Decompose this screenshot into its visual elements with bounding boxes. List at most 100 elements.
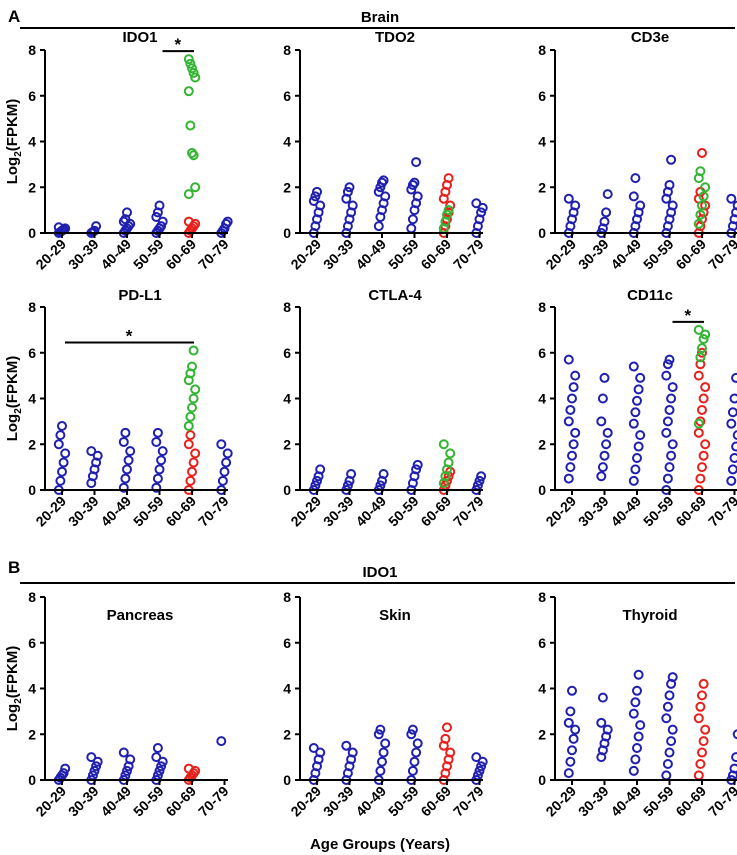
data-point: [92, 450, 103, 461]
significance-label: *: [126, 326, 133, 345]
data-point: [664, 179, 675, 190]
data-point: [347, 747, 358, 758]
y-tick-label: 0: [283, 482, 291, 498]
data-point: [726, 475, 737, 486]
data-point: [630, 407, 641, 418]
y-tick-label: 6: [538, 88, 546, 104]
x-tick-label: 70-79: [195, 783, 232, 820]
x-tick-label: 30-39: [320, 783, 357, 820]
data-point: [633, 669, 644, 680]
y-tick-label: 2: [28, 726, 36, 742]
x-tick-label: 30-39: [65, 783, 102, 820]
data-point: [216, 736, 227, 747]
data-point: [187, 63, 197, 74]
y-tick-label: 4: [538, 134, 546, 150]
x-tick-label: 40-49: [607, 493, 644, 530]
data-point: [661, 770, 672, 781]
data-point: [440, 733, 451, 744]
panel-title: Thyroid: [623, 607, 678, 624]
x-axis-label: Age Groups (Years): [310, 836, 450, 853]
data-point: [477, 756, 488, 767]
data-point: [474, 475, 485, 486]
x-tick-label: 60-69: [672, 493, 709, 530]
data-point: [731, 752, 737, 763]
data-point: [732, 729, 737, 740]
data-point: [700, 329, 711, 340]
data-point: [697, 747, 707, 758]
data-point: [377, 756, 387, 767]
panel-title: CD3e: [631, 29, 669, 46]
data-point: [570, 200, 581, 211]
data-point: [693, 370, 704, 381]
x-tick-label: 30-39: [575, 236, 612, 273]
data-point: [568, 382, 579, 393]
y-tick-label: 0: [538, 482, 546, 498]
y-axis-label: Log2(FPKM): [4, 99, 24, 185]
data-point: [157, 216, 168, 227]
x-tick-label: 40-49: [352, 783, 389, 820]
x-tick-label: 70-79: [450, 493, 487, 530]
data-point: [154, 765, 165, 776]
data-point: [570, 724, 581, 735]
data-point: [661, 370, 672, 381]
data-point: [697, 200, 707, 211]
x-tick-label: 30-39: [575, 493, 612, 530]
y-axis-label-part: 2: [13, 408, 24, 414]
x-tick-label: 20-29: [32, 236, 69, 273]
y-tick-label: 8: [538, 42, 546, 58]
x-tick-label: 70-79: [450, 236, 487, 273]
data-point: [60, 763, 71, 774]
data-point: [187, 402, 197, 413]
y-tick-label: 2: [283, 726, 291, 742]
data-point: [697, 404, 707, 415]
data-point: [60, 448, 71, 459]
data-point: [567, 745, 577, 756]
y-tick-label: 6: [28, 88, 36, 104]
data-point: [183, 86, 194, 97]
y-tick-label: 2: [538, 179, 546, 195]
data-point: [55, 430, 66, 441]
data-point: [118, 747, 129, 758]
x-tick-label: 20-29: [287, 783, 324, 820]
data-point: [471, 752, 482, 763]
data-point: [156, 221, 167, 232]
y-tick-label: 4: [28, 134, 36, 150]
data-point: [342, 186, 353, 197]
data-point: [185, 120, 196, 131]
y-axis-label: Log2(FPKM): [4, 356, 24, 442]
data-point: [664, 690, 675, 701]
data-point: [697, 147, 707, 158]
data-point: [474, 765, 485, 776]
data-point: [91, 761, 102, 772]
data-point: [563, 768, 574, 779]
data-point: [700, 439, 711, 450]
data-point: [693, 713, 704, 724]
data-point: [567, 685, 577, 696]
data-point: [378, 747, 389, 758]
data-point: [312, 186, 322, 197]
data-point: [667, 200, 678, 211]
panel-label: B: [8, 558, 20, 577]
data-point: [53, 439, 64, 450]
y-axis-label-part: Log: [4, 704, 21, 732]
data-point: [693, 324, 704, 335]
data-point: [599, 216, 610, 227]
data-point: [222, 448, 233, 459]
data-point: [443, 173, 454, 184]
data-point: [91, 221, 102, 232]
significance-label: *: [684, 306, 691, 325]
y-tick-label: 4: [283, 681, 291, 697]
data-point: [222, 216, 233, 227]
data-point: [380, 191, 391, 202]
data-point: [445, 747, 456, 758]
data-point: [601, 439, 612, 450]
data-point: [633, 441, 644, 452]
y-tick-label: 0: [28, 225, 36, 241]
data-point: [471, 198, 482, 209]
data-point: [567, 450, 577, 461]
data-point: [188, 67, 199, 78]
data-point: [183, 54, 194, 65]
x-tick-label: 50-59: [640, 783, 677, 820]
data-point: [315, 200, 326, 211]
data-point: [601, 207, 612, 218]
